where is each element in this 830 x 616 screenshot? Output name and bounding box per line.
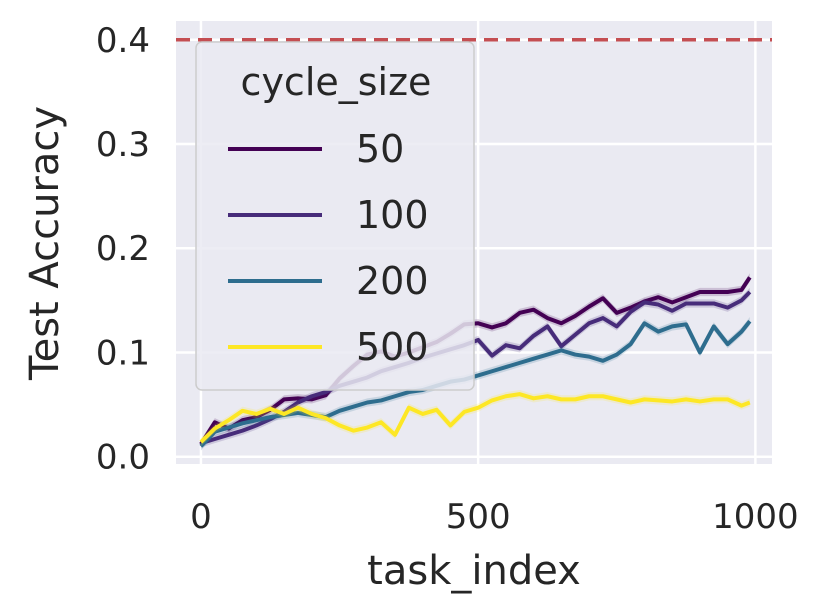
y-axis-ticks: 0.0 0.1 0.2 0.3 0.4	[96, 21, 150, 478]
y-tick-label: 0.2	[96, 229, 150, 269]
y-axis-label: Test Accuracy	[22, 106, 68, 381]
series-lines	[199, 273, 752, 451]
legend-label-50: 50	[356, 127, 404, 171]
x-axis-label: task_index	[367, 548, 581, 594]
legend-items: 50 100 200 500	[228, 127, 429, 369]
x-axis-ticks: 0 500 1000	[190, 497, 799, 537]
legend-label-500: 500	[356, 325, 429, 369]
legend: cycle_size 50 100 200 500	[195, 41, 475, 391]
legend-box	[195, 41, 475, 391]
y-tick-label: 0.1	[96, 333, 150, 373]
y-tick-label: 0.3	[96, 125, 150, 165]
series-line-500	[199, 392, 751, 444]
legend-title: cycle_size	[241, 60, 432, 104]
series-band-100	[200, 287, 750, 448]
legend-label-200: 200	[356, 259, 429, 303]
y-tick-label: 0.0	[96, 438, 150, 478]
series-line-100	[200, 290, 752, 446]
x-tick-label: 1000	[712, 497, 799, 537]
series-line-200	[199, 319, 752, 448]
x-tick-label: 500	[446, 497, 511, 537]
legend-label-100: 100	[356, 193, 429, 237]
x-tick-label: 0	[190, 497, 212, 537]
series-line-50	[199, 276, 752, 446]
series-band-50	[200, 273, 750, 449]
y-tick-label: 0.4	[96, 21, 150, 61]
